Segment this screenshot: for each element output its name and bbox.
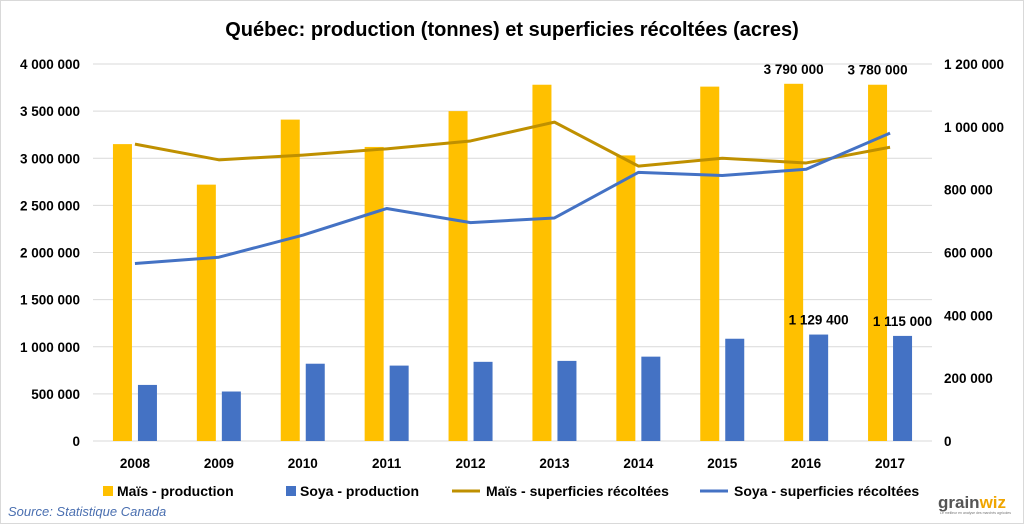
y-left-tick-label: 0 xyxy=(72,434,80,449)
logo-tagline: Le meilleur en analyse des marchés agric… xyxy=(940,511,1011,515)
x-tick-label: 2011 xyxy=(372,456,402,471)
data-label: 1 115 000 xyxy=(873,314,932,329)
bar xyxy=(473,361,493,441)
y-left-tick-label: 1 500 000 xyxy=(20,293,80,308)
bar xyxy=(868,84,888,442)
x-tick-label: 2009 xyxy=(204,456,234,471)
y-right-tick-label: 0 xyxy=(944,434,952,449)
y-left-tick-label: 2 500 000 xyxy=(20,198,80,213)
x-tick-label: 2014 xyxy=(623,456,654,471)
bar xyxy=(364,146,384,441)
bar xyxy=(389,365,409,441)
bar xyxy=(112,144,132,442)
bar xyxy=(196,184,216,441)
bar xyxy=(784,83,804,441)
chart-title: Québec: production (tonnes) et superfici… xyxy=(225,19,798,41)
series-line xyxy=(134,131,891,265)
data-label: 3 790 000 xyxy=(764,62,824,77)
bar xyxy=(305,363,325,441)
legend-label: Soya - superficies récoltées xyxy=(734,483,919,499)
data-labels: 3 790 000 3 780 000 1 129 400 1 115 000 xyxy=(764,62,933,329)
legend: Maïs - production Soya - production Maïs -… xyxy=(103,483,919,499)
y-right-tick-label: 800 000 xyxy=(944,183,993,198)
bar xyxy=(137,384,157,441)
x-tick-label: 2008 xyxy=(120,456,151,471)
x-tick-label: 2015 xyxy=(707,456,738,471)
y-left-tick-label: 1 000 000 xyxy=(20,340,80,355)
bar xyxy=(557,360,577,441)
bar xyxy=(700,86,720,442)
x-tick-label: 2017 xyxy=(875,456,905,471)
data-label: 1 129 400 xyxy=(789,313,849,328)
legend-swatch xyxy=(286,486,296,496)
series-line xyxy=(134,120,891,168)
x-tick-label: 2013 xyxy=(539,456,570,471)
x-tick-label: 2010 xyxy=(288,456,318,471)
bar xyxy=(725,338,745,441)
y-left-tick-label: 500 000 xyxy=(31,387,80,402)
grainwiz-logo: grainwiz Le meilleur en analyse des marc… xyxy=(938,493,1011,515)
y-right-tick-label: 1 000 000 xyxy=(944,120,1004,135)
y-right-tick-label: 200 000 xyxy=(944,371,993,386)
x-tick-label: 2016 xyxy=(791,456,822,471)
bar xyxy=(221,391,241,441)
source-note: Source: Statistique Canada xyxy=(8,504,166,519)
y-left-tick-label: 3 000 000 xyxy=(20,151,80,166)
logo-text: grainwiz xyxy=(938,493,1006,512)
y-left-tick-label: 3 500 000 xyxy=(20,104,80,119)
y-right-tick-label: 600 000 xyxy=(944,246,993,261)
legend-label: Soya - production xyxy=(300,483,419,499)
bar xyxy=(448,111,468,441)
tick-labels: 0 500 000 1 000 000 1 500 000 2 000 000 2 500… xyxy=(20,57,1004,471)
legend-label: Maïs - superficies récoltées xyxy=(486,483,669,499)
y-left-tick-label: 2 000 000 xyxy=(20,246,80,261)
bar xyxy=(280,119,300,442)
x-tick-label: 2012 xyxy=(456,456,486,471)
bar xyxy=(532,84,552,442)
bar xyxy=(616,155,636,442)
bar xyxy=(893,335,913,441)
data-label: 3 780 000 xyxy=(848,63,908,78)
lines xyxy=(134,120,891,265)
y-left-tick-label: 4 000 000 xyxy=(20,57,80,72)
y-right-tick-label: 1 200 000 xyxy=(944,57,1004,72)
bar xyxy=(809,334,829,441)
y-right-tick-label: 400 000 xyxy=(944,308,993,323)
bar xyxy=(641,356,661,441)
bars xyxy=(112,83,913,442)
legend-swatch xyxy=(103,486,113,496)
gridlines xyxy=(93,63,932,442)
legend-label: Maïs - production xyxy=(117,483,234,499)
